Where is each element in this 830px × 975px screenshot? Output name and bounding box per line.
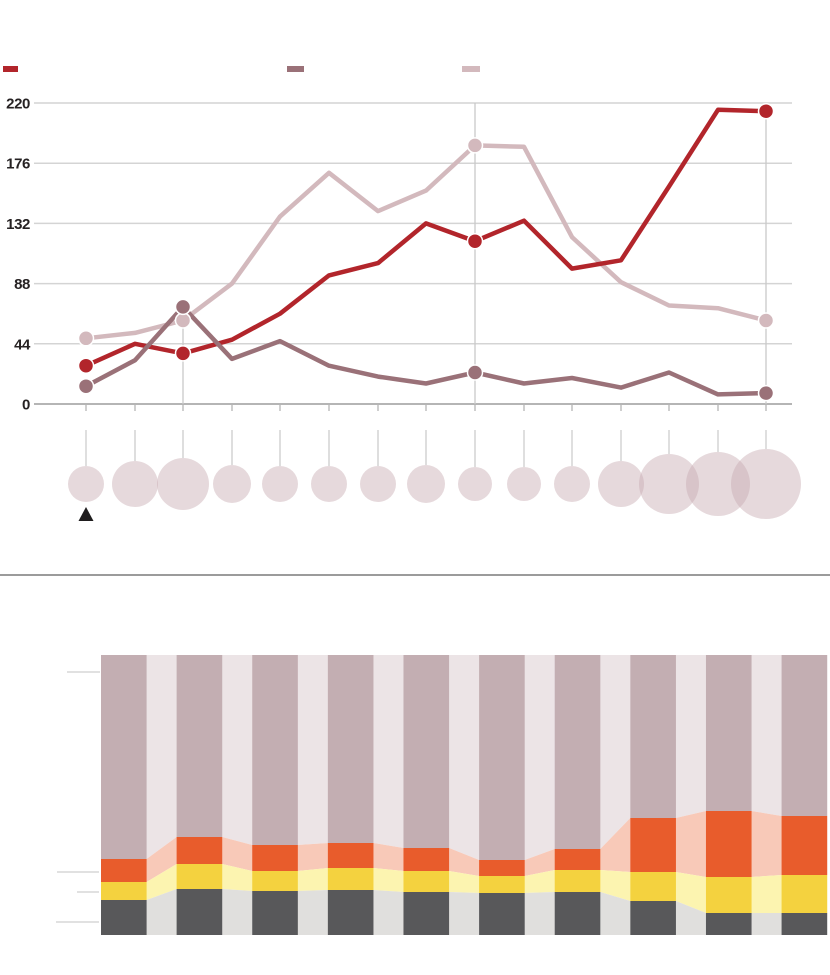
bar-col3-gray	[327, 890, 374, 935]
bar-col3-orange	[327, 843, 374, 868]
bubble-0	[68, 466, 104, 502]
bar-col3-yellow	[327, 868, 374, 890]
bar-col1-mauve	[176, 655, 223, 837]
bar-col2-yellow	[252, 871, 298, 891]
bubble-9	[507, 467, 541, 501]
bar-col9-orange	[781, 816, 828, 875]
dot-mauve-p1	[77, 377, 95, 395]
bubble-7	[407, 465, 445, 503]
line-mauve	[84, 304, 767, 397]
triangle-marker	[78, 507, 94, 521]
y-axis-label-220: 220	[6, 96, 30, 113]
bubble-14	[731, 449, 801, 519]
line-pink	[85, 143, 767, 341]
bar-col7-orange	[630, 818, 676, 872]
bar-col1-gray	[176, 889, 223, 935]
bubble-3	[213, 465, 251, 503]
dot-pink-p1	[77, 330, 95, 347]
legend-swatch-mauve-series-swatch	[287, 66, 304, 72]
bar-col9-mauve	[781, 655, 828, 816]
y-axis-label-176: 176	[6, 156, 30, 173]
y-axis-label-0: 0	[22, 397, 30, 414]
bubble-1	[112, 461, 158, 507]
bar-col5-gray	[479, 893, 525, 935]
bar-col5-yellow	[479, 876, 525, 893]
bar-col6-mauve	[554, 655, 601, 849]
bar-col0-gray	[101, 900, 147, 935]
dot-pink-p15	[757, 312, 775, 329]
bubble-11	[598, 461, 644, 507]
legend-swatch-pink-series-swatch	[462, 66, 480, 72]
bar-col6-yellow	[554, 870, 601, 892]
bar-col7-gray	[630, 901, 676, 935]
bubble-12	[639, 454, 699, 514]
bar-col6-gray	[554, 892, 601, 935]
bubble-8	[458, 467, 492, 501]
dot-mauve-p3	[174, 298, 192, 316]
y-axis-label-88: 88	[14, 276, 30, 293]
bar-col8-gray	[705, 913, 752, 935]
bar-col2-mauve	[252, 655, 298, 845]
bar-col2-gray	[252, 891, 298, 935]
line-red	[85, 107, 767, 368]
bubble-10	[554, 466, 590, 502]
dot-red-p15	[757, 102, 775, 120]
bubble-6	[360, 466, 396, 502]
dot-pink-p3	[174, 312, 192, 329]
bar-col0-yellow	[101, 882, 147, 900]
bar-col1-orange	[176, 837, 223, 864]
bubble-13	[686, 452, 750, 516]
bar-col4-yellow	[403, 871, 450, 892]
bar-col1-yellow	[176, 864, 223, 889]
bar-col4-gray	[403, 892, 450, 935]
bar-col4-mauve	[403, 655, 450, 848]
bar-col4-orange	[403, 848, 450, 871]
bar-col7-mauve	[630, 655, 676, 818]
bar-col0-mauve	[101, 655, 147, 859]
y-axis-label-132: 132	[6, 216, 30, 233]
dot-mauve-p9	[466, 364, 484, 381]
bar-col8-orange	[705, 811, 752, 877]
bar-col9-gray	[781, 913, 828, 935]
dot-mauve-p15	[757, 384, 775, 402]
dot-red-p3	[174, 345, 192, 362]
bar-col3-mauve	[327, 655, 374, 843]
bubble-2	[157, 458, 209, 510]
bar-col8-mauve	[705, 655, 752, 811]
y-axis-label-44: 44	[14, 336, 31, 353]
bar-col8-yellow	[705, 877, 752, 913]
bar-col5-orange	[479, 860, 525, 876]
bar-col0-orange	[101, 859, 147, 882]
bar-col9-yellow	[781, 875, 828, 913]
bar-col5-mauve	[479, 655, 525, 860]
dot-red-p1	[77, 357, 95, 374]
legend-swatch-red-series-swatch	[3, 66, 18, 72]
bubble-4	[262, 466, 298, 502]
bar-col7-yellow	[630, 872, 676, 901]
bubble-5	[311, 466, 347, 502]
dot-red-p9	[466, 232, 484, 250]
bar-col2-orange	[252, 845, 298, 871]
dot-pink-p9	[466, 137, 484, 154]
bar-col6-orange	[554, 849, 601, 870]
